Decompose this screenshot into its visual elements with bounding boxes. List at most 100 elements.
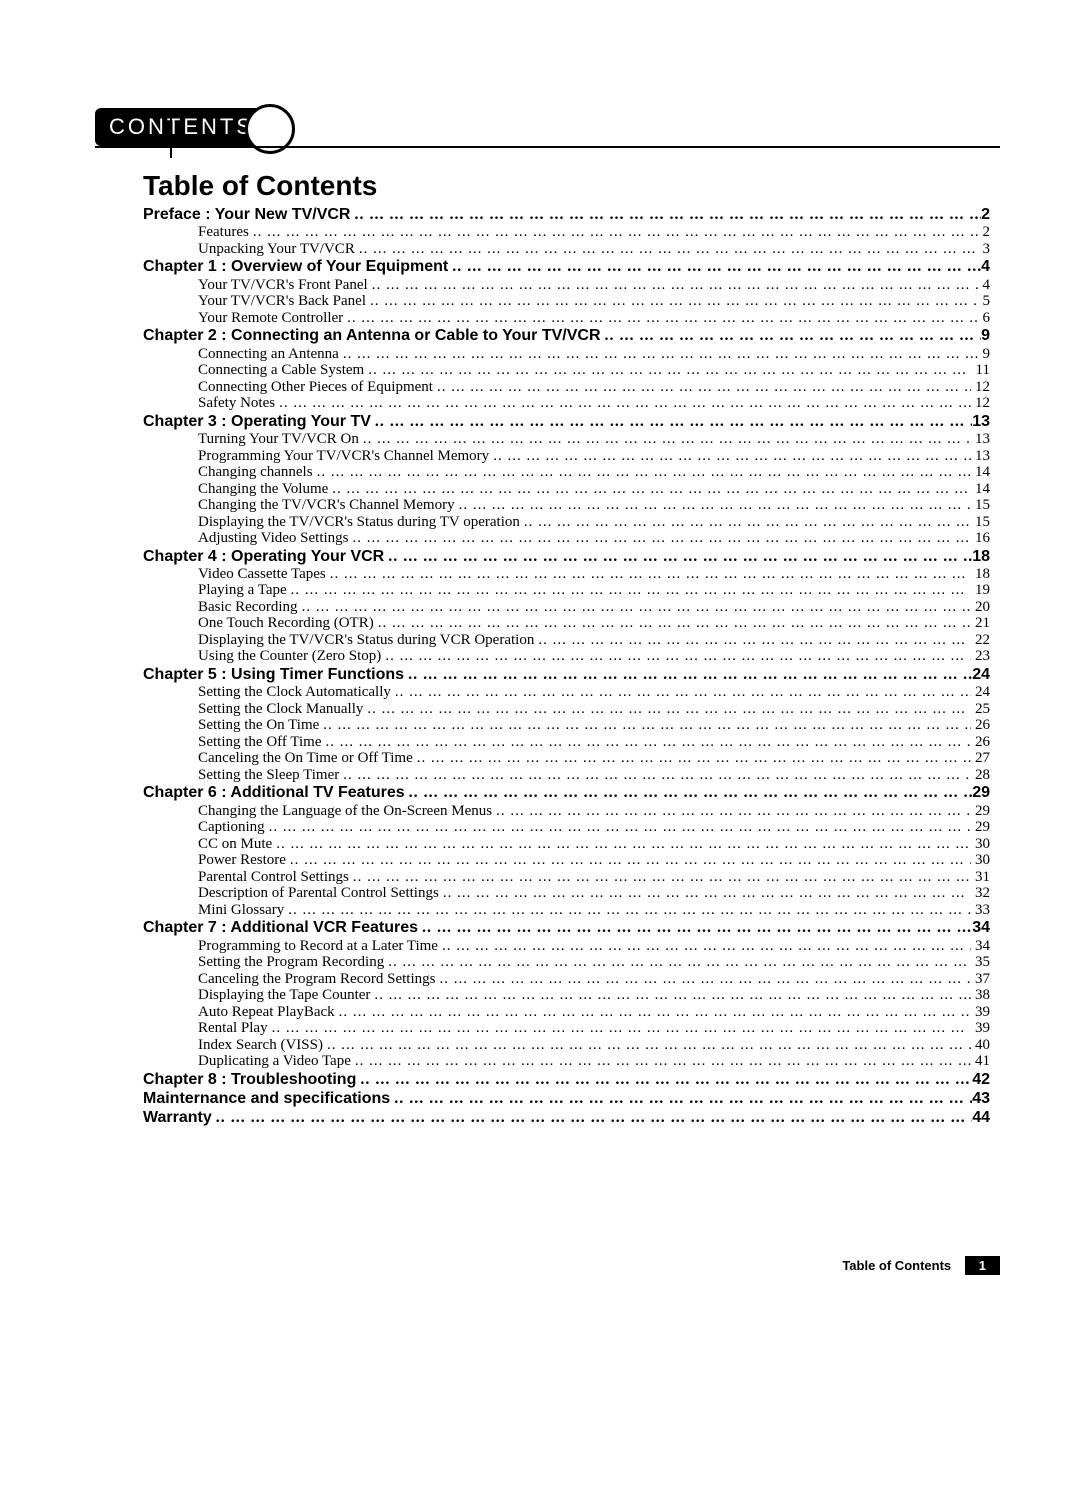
toc-leader-dots bbox=[388, 954, 971, 971]
toc-sub-row: Setting the Clock Manually25 bbox=[198, 701, 990, 718]
toc-sub-label: Connecting an Antenna bbox=[198, 346, 343, 363]
toc-sub-row: Displaying the TV/VCR's Status during TV… bbox=[198, 514, 990, 531]
toc-sub-label: Basic Recording bbox=[198, 599, 302, 616]
toc-sub-page: 16 bbox=[971, 530, 990, 547]
toc-leader-dots bbox=[317, 464, 971, 481]
toc-sub-label: Changing the Volume bbox=[198, 481, 332, 498]
toc-sub-label: CC on Mute bbox=[198, 836, 276, 853]
toc-leader-dots bbox=[323, 717, 971, 734]
toc-leader-dots bbox=[290, 852, 971, 869]
toc-sub-row: Features2 bbox=[198, 224, 990, 241]
toc-sub-page: 26 bbox=[971, 717, 990, 734]
toc-chapter-row: Warranty44 bbox=[143, 1109, 990, 1127]
toc-chapter-row: Chapter 7 : Additional VCR Features34 bbox=[143, 919, 990, 937]
toc-chapter-label: Chapter 7 : Additional VCR Features bbox=[143, 919, 422, 937]
toc-chapter-label: Preface : Your New TV/VCR bbox=[143, 206, 354, 224]
toc-leader-dots bbox=[417, 750, 971, 767]
toc-leader-dots bbox=[375, 413, 972, 431]
toc-chapter-page: 4 bbox=[981, 258, 990, 276]
toc-leader-dots bbox=[385, 648, 971, 665]
toc-chapter-row: Chapter 8 : Troubleshooting42 bbox=[143, 1071, 990, 1089]
toc-sub-row: CC on Mute30 bbox=[198, 836, 990, 853]
toc-sub-page: 11 bbox=[972, 362, 990, 379]
toc-sub-page: 35 bbox=[971, 954, 990, 971]
toc-sub-page: 29 bbox=[971, 819, 990, 836]
toc-sub-label: Duplicating a Video Tape bbox=[198, 1053, 355, 1070]
toc-leader-dots bbox=[343, 346, 979, 363]
toc-sub-page: 22 bbox=[971, 632, 990, 649]
toc-sub-page: 32 bbox=[971, 885, 990, 902]
toc-sub-label: Displaying the Tape Counter bbox=[198, 987, 374, 1004]
toc-sub-row: Description of Parental Control Settings… bbox=[198, 885, 990, 902]
toc-leader-dots bbox=[452, 258, 981, 276]
toc-chapter-page: 13 bbox=[972, 413, 990, 431]
toc-sub-page: 13 bbox=[971, 448, 990, 465]
toc-leader-dots bbox=[276, 836, 971, 853]
toc-leader-dots bbox=[394, 1090, 972, 1108]
toc-chapter-page: 42 bbox=[972, 1071, 990, 1089]
toc-sub-row: Setting the Clock Automatically24 bbox=[198, 684, 990, 701]
toc-chapter-row: Mainternance and specifications43 bbox=[143, 1090, 990, 1108]
toc-sub-label: Rental Play bbox=[198, 1020, 272, 1037]
toc-sub-row: Captioning 29 bbox=[198, 819, 990, 836]
toc-sub-page: 26 bbox=[971, 734, 990, 751]
header-rule bbox=[95, 146, 1000, 148]
toc-sub-row: Your Remote Controller6 bbox=[198, 310, 990, 327]
toc-sub-label: Programming to Record at a Later Time bbox=[198, 938, 442, 955]
toc-chapter-label: Chapter 5 : Using Timer Functions bbox=[143, 666, 408, 684]
toc-sub-label: Setting the On Time bbox=[198, 717, 323, 734]
toc-sub-label: Using the Counter (Zero Stop) bbox=[198, 648, 385, 665]
toc-sub-label: Canceling the On Time or Off Time bbox=[198, 750, 417, 767]
toc-leader-dots bbox=[339, 1004, 971, 1021]
toc-leader-dots bbox=[395, 684, 971, 701]
toc-sub-page: 20 bbox=[971, 599, 990, 616]
toc-leader-dots bbox=[363, 431, 971, 448]
toc-sub-label: Captioning bbox=[198, 819, 269, 836]
toc-leader-dots bbox=[524, 514, 971, 531]
toc-sub-row: Displaying the Tape Counter38 bbox=[198, 987, 990, 1004]
toc-sub-page: 6 bbox=[979, 310, 991, 327]
toc-sub-row: Programming to Record at a Later Time 34 bbox=[198, 938, 990, 955]
toc-sub-row: Turning Your TV/VCR On13 bbox=[198, 431, 990, 448]
toc-sub-page: 30 bbox=[971, 852, 990, 869]
toc-leader-dots bbox=[459, 497, 971, 514]
toc-chapter-row: Chapter 6 : Additional TV Features29 bbox=[143, 784, 990, 802]
toc-sub-label: Playing a Tape bbox=[198, 582, 291, 599]
toc-chapter-row: Chapter 2 : Connecting an Antenna or Cab… bbox=[143, 327, 990, 345]
toc-sub-label: Connecting a Cable System bbox=[198, 362, 368, 379]
toc-sub-page: 39 bbox=[971, 1004, 990, 1021]
toc-sub-page: 15 bbox=[971, 514, 990, 531]
toc-leader-dots bbox=[443, 885, 971, 902]
toc-sub-row: One Touch Recording (OTR)21 bbox=[198, 615, 990, 632]
toc-chapter-row: Chapter 5 : Using Timer Functions24 bbox=[143, 666, 990, 684]
toc-sub-row: Changing channels14 bbox=[198, 464, 990, 481]
toc-sub-row: Parental Control Settings31 bbox=[198, 869, 990, 886]
toc-sub-page: 34 bbox=[971, 938, 990, 955]
toc-leader-dots bbox=[422, 919, 972, 937]
toc-sub-label: Setting the Sleep Timer bbox=[198, 767, 343, 784]
toc-leader-dots bbox=[253, 224, 979, 241]
toc-leader-dots bbox=[378, 615, 971, 632]
toc-leader-dots bbox=[288, 902, 971, 919]
toc-chapter-label: Chapter 3 : Operating Your TV bbox=[143, 413, 375, 431]
toc-sub-page: 3 bbox=[979, 241, 991, 258]
toc-sub-label: Setting the Off Time bbox=[198, 734, 326, 751]
toc-leader-dots bbox=[370, 293, 979, 310]
toc-sub-page: 23 bbox=[971, 648, 990, 665]
toc-sub-row: Setting the Sleep Timer28 bbox=[198, 767, 990, 784]
toc-sub-label: Safety Notes bbox=[198, 395, 279, 412]
toc-chapter-page: 44 bbox=[972, 1109, 990, 1127]
toc-sub-label: Description of Parental Control Settings bbox=[198, 885, 443, 902]
toc-sub-label: Your TV/VCR's Front Panel bbox=[198, 277, 372, 294]
toc-sub-page: 14 bbox=[971, 464, 990, 481]
toc-sub-row: Canceling the Program Record Settings37 bbox=[198, 971, 990, 988]
toc-sub-label: Index Search (VISS) bbox=[198, 1037, 327, 1054]
toc-chapter-page: 9 bbox=[981, 327, 990, 345]
toc-sub-row: Changing the TV/VCR's Channel Memory15 bbox=[198, 497, 990, 514]
toc-sub-label: Changing the Language of the On-Screen M… bbox=[198, 803, 496, 820]
toc-chapter-row: Preface : Your New TV/VCR2 bbox=[143, 206, 990, 224]
toc-sub-page: 39 bbox=[971, 1020, 990, 1037]
toc-chapter-row: Chapter 3 : Operating Your TV 13 bbox=[143, 413, 990, 431]
toc-sub-label: Connecting Other Pieces of Equipment bbox=[198, 379, 437, 396]
toc-sub-label: Auto Repeat PlayBack bbox=[198, 1004, 339, 1021]
